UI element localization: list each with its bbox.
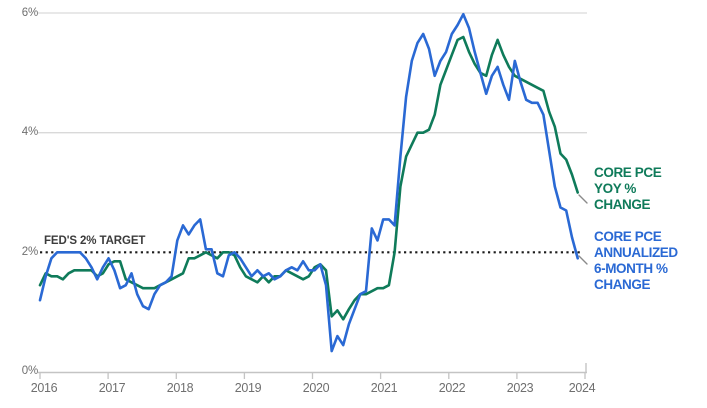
y-tick-0pct: 0% (21, 365, 38, 377)
6m-label-connector (578, 255, 588, 265)
legend-core-pce-yoy: CORE PCE YOY % CHANGE (594, 165, 662, 212)
yoy-label-connector (578, 194, 588, 204)
y-tick-4pct: 4% (21, 126, 38, 138)
x-tick-2023: 2023 (506, 381, 534, 395)
legend-core-pce-6month: CORE PCE ANNUALIZED 6-MONTH % CHANGE (594, 229, 678, 292)
x-axis (38, 363, 587, 379)
x-tick-2022: 2022 (438, 381, 466, 395)
data-lines (38, 12, 580, 353)
x-tick-2021: 2021 (370, 381, 398, 395)
x-tick-2024: 2024 (568, 381, 596, 395)
x-tick-2018: 2018 (166, 381, 194, 395)
fed-target-annotation: FED'S 2% TARGET (44, 235, 146, 247)
y-tick-6pct: 6% (21, 7, 38, 19)
legend-connector-ticks (578, 194, 588, 265)
y-tick-2pct: 2% (21, 246, 38, 258)
gridlines (38, 12, 587, 134)
x-tick-2016: 2016 (30, 381, 58, 395)
x-tick-2017: 2017 (98, 381, 126, 395)
x-tick-2020: 2020 (302, 381, 330, 395)
x-tick-2019: 2019 (234, 381, 262, 395)
